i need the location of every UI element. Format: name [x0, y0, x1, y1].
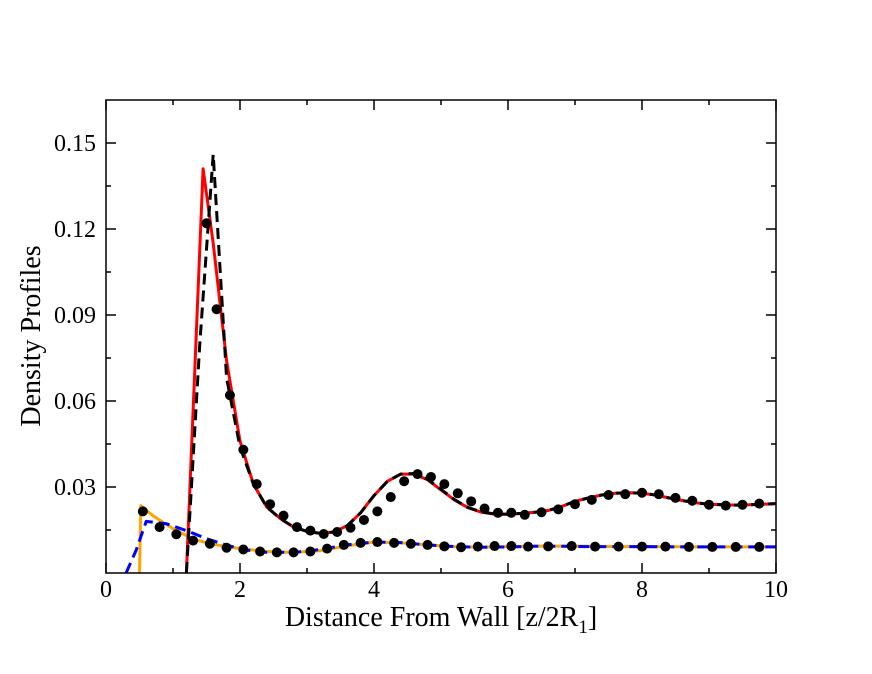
data-point [479, 503, 490, 514]
x-tick-label: 6 [502, 577, 514, 603]
x-tick-label: 10 [764, 577, 788, 603]
data-point [255, 546, 266, 557]
large-species-theory-dashed-line [184, 153, 776, 573]
data-point [305, 525, 316, 536]
data-point [613, 541, 624, 552]
y-axis-title: Density Profiles [16, 245, 47, 426]
x-tick-label: 2 [234, 577, 246, 603]
x-tick-label: 8 [636, 577, 648, 603]
data-point [637, 541, 647, 552]
data-point [523, 541, 534, 552]
data-point [412, 469, 423, 480]
small-species-simulation-markers [137, 506, 765, 558]
data-point [422, 539, 433, 550]
data-point [201, 218, 212, 229]
data-point [171, 529, 182, 540]
data-point [271, 547, 282, 558]
data-point [553, 504, 564, 515]
data-point [620, 489, 631, 500]
data-point [452, 488, 463, 499]
data-point [590, 541, 601, 552]
data-point [137, 506, 148, 517]
data-point [385, 492, 396, 503]
data-point [278, 510, 289, 521]
x-axis-title: Distance From Wall [z/2R1] [285, 602, 597, 638]
data-point [730, 541, 741, 552]
x-axis-title-subscript: 1 [578, 617, 588, 638]
data-point [291, 522, 302, 533]
data-point [536, 507, 547, 518]
data-point [332, 527, 343, 538]
data-point [238, 444, 249, 455]
x-axis-title-main: Distance From Wall [z/2R [285, 602, 579, 633]
data-point [519, 509, 530, 520]
data-point [737, 499, 748, 510]
data-point [154, 522, 165, 533]
data-point [704, 499, 714, 510]
data-point [466, 496, 477, 507]
y-tick-label: 0.15 [54, 131, 96, 157]
data-point [439, 479, 450, 490]
data-point [439, 541, 450, 552]
data-point [355, 537, 366, 548]
data-point [211, 304, 222, 315]
data-point [456, 542, 467, 553]
y-tick-label: 0.06 [54, 389, 96, 415]
data-point [265, 499, 276, 510]
data-point [305, 546, 316, 557]
series-layer [124, 153, 776, 573]
data-point [683, 541, 694, 552]
x-tick-label: 0 [100, 577, 112, 603]
data-point [188, 535, 199, 546]
data-point [372, 537, 383, 548]
y-tick-label: 0.03 [54, 475, 96, 501]
data-point [720, 500, 731, 511]
data-point [707, 541, 718, 552]
data-point [660, 541, 671, 552]
data-point [754, 498, 765, 509]
data-point [603, 490, 614, 501]
large-species-simulation-markers [201, 218, 765, 540]
data-point [251, 479, 262, 490]
data-point [687, 495, 698, 506]
data-point [566, 541, 577, 552]
data-point [288, 547, 299, 558]
data-point [425, 471, 436, 482]
x-tick-label: 4 [368, 577, 380, 603]
axis-ticks: 0 2 4 6 8 10 0.03 0.06 0.09 0.12 0.15 [54, 100, 788, 603]
data-point [637, 487, 647, 498]
data-point [399, 476, 410, 487]
data-point [586, 494, 597, 505]
data-point [358, 514, 369, 525]
data-point [338, 539, 349, 550]
data-point [754, 541, 765, 552]
data-point [506, 541, 517, 552]
data-point [372, 506, 383, 517]
data-point [221, 542, 232, 553]
data-point [345, 522, 356, 533]
data-point [492, 507, 503, 518]
small-species-theory-orange-line [138, 504, 776, 573]
data-point [318, 529, 329, 540]
data-point [238, 544, 249, 555]
x-axis-title-suffix: ] [588, 602, 597, 633]
data-point [472, 541, 483, 552]
data-point [389, 537, 400, 548]
data-point [405, 538, 416, 549]
data-point [322, 543, 333, 554]
data-point [653, 489, 664, 500]
data-point [204, 538, 215, 549]
data-point [489, 541, 500, 552]
data-point [224, 390, 235, 401]
data-point [570, 499, 580, 510]
y-tick-label: 0.09 [54, 303, 96, 329]
data-point [506, 507, 517, 518]
data-point [670, 492, 681, 503]
y-tick-label: 0.12 [54, 217, 96, 243]
data-point [543, 541, 554, 552]
